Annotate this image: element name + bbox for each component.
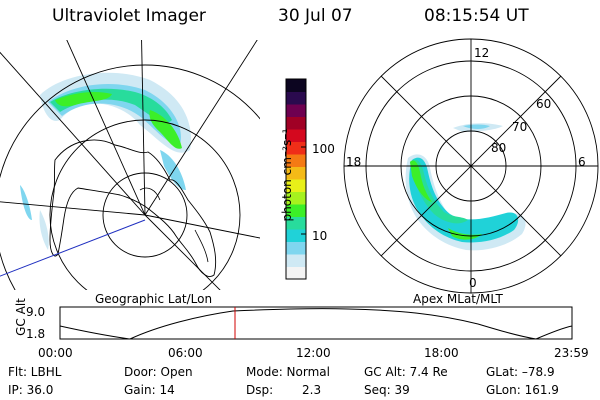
colorbar	[285, 78, 307, 280]
aurora-emission-right	[405, 123, 526, 251]
time-tick-0000: 00:00	[38, 346, 73, 360]
colorbar-segment	[286, 229, 306, 242]
colorbar-segment	[286, 179, 306, 192]
colorbar-segment	[286, 254, 306, 267]
altitude-tick-9: 9.0	[26, 305, 46, 319]
dsp-value: 2.3	[302, 383, 322, 397]
date-label: 30 Jul 07	[278, 6, 353, 26]
mlat-label-70: 70	[512, 120, 528, 134]
gc-alt-info: GC Alt: 7.4 Re	[364, 365, 448, 379]
time-tick-1800: 18:00	[424, 346, 459, 360]
latitude-circles	[0, 64, 260, 290]
altitude-timeline	[59, 306, 573, 340]
dsp-label: Dsp:	[246, 383, 274, 397]
geographic-map	[0, 40, 260, 290]
seq-info: Seq: 39	[364, 383, 410, 397]
mlt-label-18: 18	[346, 155, 362, 169]
colorbar-segment	[286, 91, 306, 105]
glon-info: GLon: 161.9	[486, 383, 559, 397]
sun-direction-line	[0, 219, 146, 277]
colorbar-segment	[286, 266, 306, 280]
mode-info: Mode: Normal	[246, 365, 330, 379]
colorbar-tick-10: 10	[312, 229, 328, 243]
colorbar-segment	[286, 154, 306, 167]
polar-mlt-lines	[344, 39, 598, 293]
time-label: 08:15:54 UT	[424, 6, 529, 26]
colorbar-segment	[286, 116, 306, 130]
time-tick-2359: 23:59	[554, 346, 589, 360]
colorbar-segment	[286, 204, 306, 217]
colorbar-segment	[286, 191, 306, 205]
glat-info: GLat: –78.9	[486, 365, 555, 379]
aurora-emission-left	[20, 72, 191, 250]
mlt-label-12: 12	[474, 46, 490, 60]
colorbar-segment	[286, 141, 306, 155]
colorbar-unit-label: photon cm⁻²s⁻¹	[280, 128, 294, 222]
altitude-tick-1-8: 1.8	[26, 327, 46, 341]
colorbar-segment	[286, 166, 306, 180]
colorbar-segment	[286, 241, 306, 255]
meridian-lines	[0, 40, 260, 290]
colorbar-segment	[286, 129, 306, 142]
colorbar-segment	[286, 79, 306, 92]
colorbar-frame	[285, 78, 307, 280]
gain-info: Gain: 14	[124, 383, 175, 397]
filter-info: Flt: LBHL	[8, 365, 62, 379]
polar-plot	[343, 38, 599, 294]
continent-outline	[49, 139, 217, 277]
colorbar-tick-100: 100	[312, 142, 335, 156]
instrument-title: Ultraviolet Imager	[52, 6, 206, 26]
apex-label: Apex MLat/MLT	[413, 292, 503, 306]
mlat-label-80: 80	[491, 141, 507, 155]
mlt-label-6: 6	[578, 155, 586, 169]
altitude-curve	[59, 308, 573, 340]
geographic-label: Geographic Lat/Lon	[95, 292, 213, 306]
mlat-label-60: 60	[536, 97, 552, 111]
time-tick-1200: 12:00	[296, 346, 331, 360]
door-info: Door: Open	[124, 365, 193, 379]
ip-info: IP: 36.0	[8, 383, 54, 397]
mlt-label-0: 0	[469, 276, 477, 290]
time-tick-0600: 06:00	[168, 346, 203, 360]
colorbar-segment	[286, 216, 306, 230]
colorbar-segment	[286, 104, 306, 117]
